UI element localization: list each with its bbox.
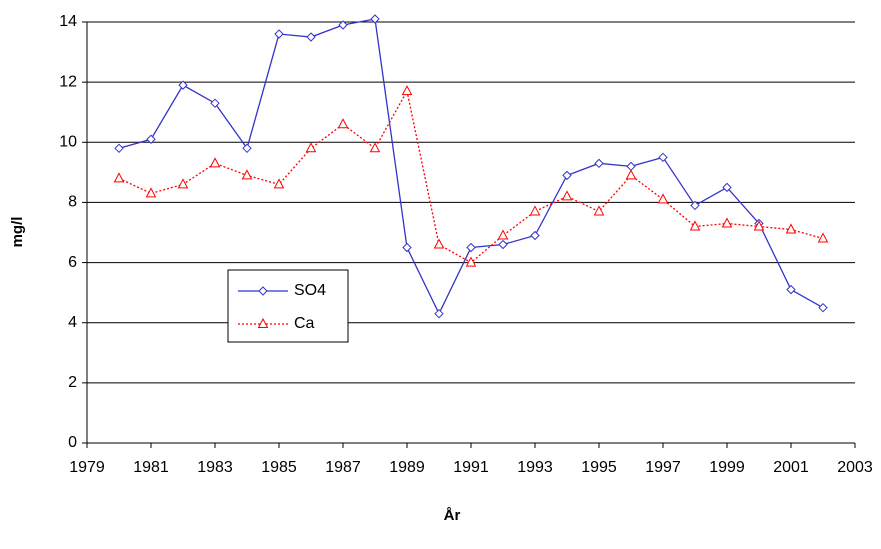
marker xyxy=(529,205,541,216)
marker xyxy=(401,85,413,96)
marker xyxy=(114,143,124,154)
x-tick-label: 1995 xyxy=(581,459,617,476)
marker xyxy=(209,157,221,168)
marker xyxy=(753,220,765,231)
marker xyxy=(145,187,157,198)
y-tick-label: 12 xyxy=(59,73,77,90)
marker xyxy=(530,230,540,241)
x-axis-title: År xyxy=(444,507,461,524)
marker xyxy=(241,169,253,180)
x-tick-label: 1987 xyxy=(325,459,361,476)
x-tick-label: 1981 xyxy=(133,459,169,476)
marker xyxy=(818,302,828,313)
marker xyxy=(561,190,573,201)
legend-label: SO4 xyxy=(294,282,326,299)
x-tick-label: 1983 xyxy=(197,459,233,476)
marker xyxy=(338,20,348,30)
marker xyxy=(178,80,188,90)
x-tick-label: 1989 xyxy=(389,459,425,476)
marker xyxy=(177,178,189,189)
y-tick-label: 8 xyxy=(68,194,77,211)
marker xyxy=(337,118,349,129)
marker xyxy=(273,178,285,189)
y-tick-label: 0 xyxy=(68,434,77,451)
marker xyxy=(562,170,572,181)
marker xyxy=(369,142,381,153)
marker xyxy=(498,239,508,250)
x-tick-label: 1991 xyxy=(453,459,489,476)
x-tick-label: 1993 xyxy=(517,459,553,476)
legend xyxy=(227,269,349,343)
marker xyxy=(466,242,476,253)
y-tick-label: 4 xyxy=(68,314,77,331)
marker xyxy=(434,308,444,319)
y-tick-label: 6 xyxy=(68,254,77,271)
marker xyxy=(593,205,605,216)
marker xyxy=(465,256,477,267)
marker xyxy=(497,229,509,240)
marker xyxy=(274,29,284,39)
marker xyxy=(625,169,637,180)
marker xyxy=(721,217,733,228)
marker xyxy=(722,182,732,193)
marker xyxy=(402,242,412,253)
y-axis-title: mg/l xyxy=(9,217,26,248)
marker xyxy=(626,161,636,172)
x-tick-label: 1999 xyxy=(709,459,745,476)
marker xyxy=(657,193,669,204)
y-tick-label: 2 xyxy=(68,374,77,391)
marker xyxy=(689,220,701,231)
legend-label: Ca xyxy=(294,315,315,332)
x-tick-label: 2001 xyxy=(773,459,809,476)
marker xyxy=(258,286,268,296)
marker xyxy=(257,317,269,328)
marker xyxy=(658,152,668,163)
marker xyxy=(690,200,700,211)
marker xyxy=(306,32,316,42)
x-tick-label: 1985 xyxy=(261,459,297,476)
y-tick-label: 14 xyxy=(59,13,77,30)
marker xyxy=(210,98,220,108)
marker xyxy=(370,14,380,24)
x-tick-label: 2003 xyxy=(837,459,873,476)
marker xyxy=(785,223,797,234)
marker xyxy=(305,142,317,153)
marker xyxy=(113,172,125,183)
y-tick-label: 10 xyxy=(59,134,77,151)
marker xyxy=(786,284,796,295)
marker xyxy=(433,238,445,249)
marker xyxy=(242,143,252,154)
x-tick-label: 1997 xyxy=(645,459,681,476)
marker xyxy=(594,158,604,169)
marker xyxy=(817,232,829,243)
x-tick-label: 1979 xyxy=(69,459,105,476)
marker xyxy=(146,134,156,144)
